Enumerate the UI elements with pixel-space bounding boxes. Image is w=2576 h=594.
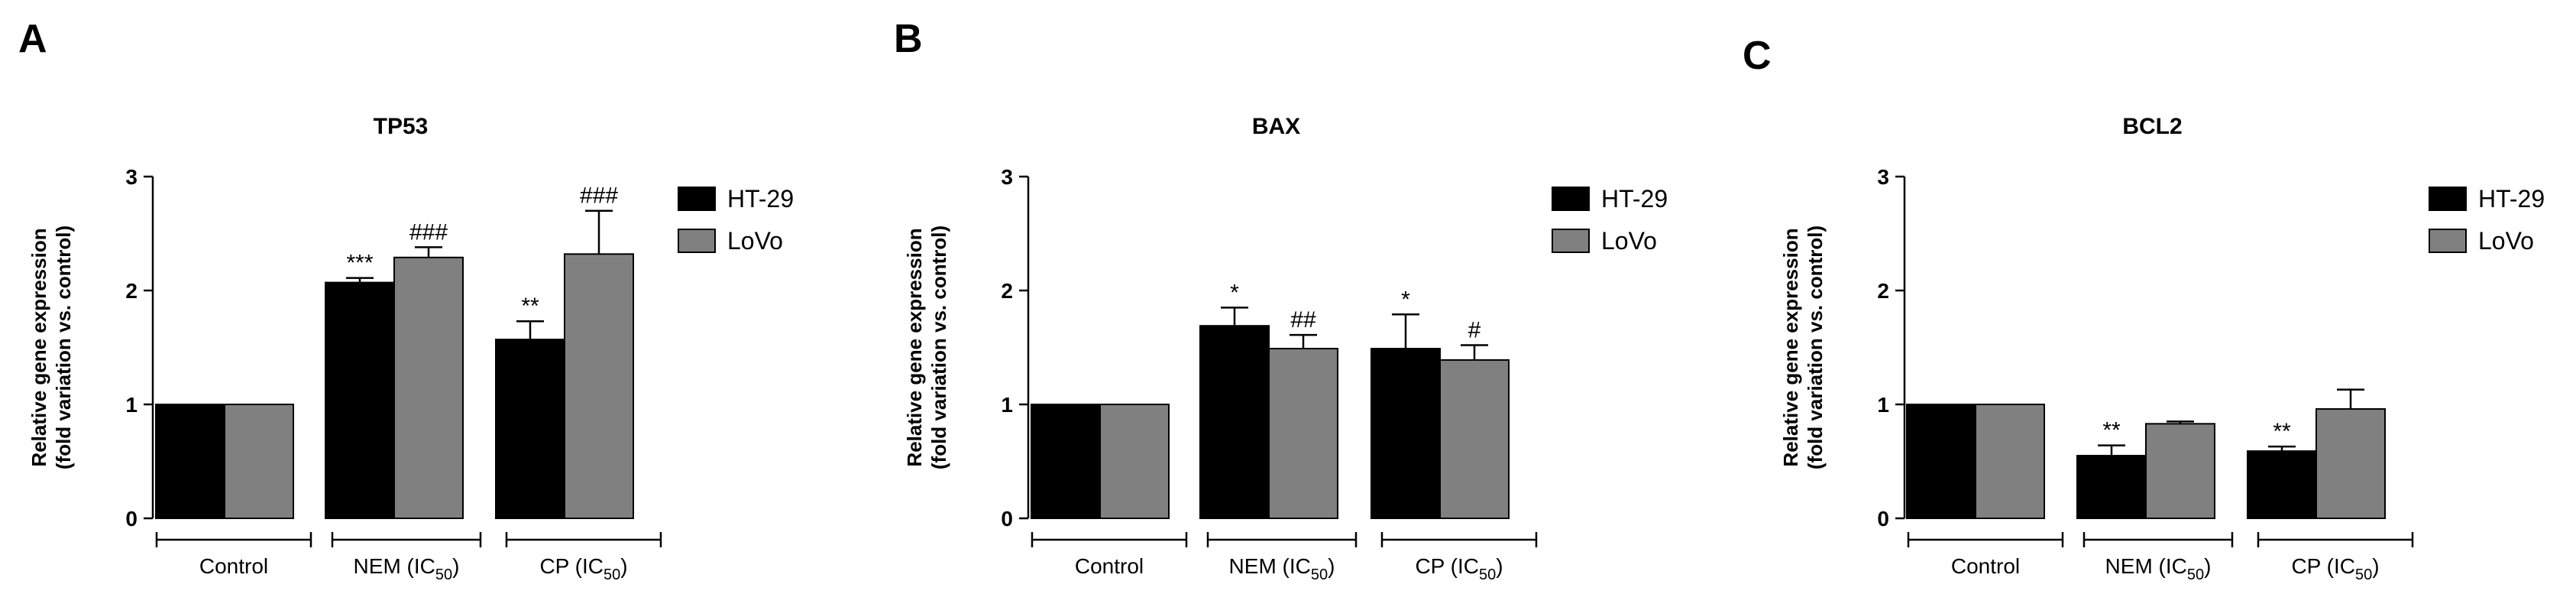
bar-lovo bbox=[2145, 423, 2215, 520]
legend-swatch-lovo bbox=[678, 229, 716, 253]
y-tick-label: 3 bbox=[1877, 165, 1889, 189]
bar-lovo bbox=[1099, 404, 1170, 519]
chart-title: BCL2 bbox=[2122, 114, 2182, 139]
legend-label: LoVo bbox=[2478, 227, 2534, 255]
panel-b: B BAX Relative gene expression (fold variat… bbox=[894, 17, 1668, 583]
bar-ht-29 bbox=[1371, 347, 1441, 519]
category-label-main: NEM (IC bbox=[2105, 554, 2187, 578]
category-label-subscript: 50 bbox=[604, 566, 620, 583]
significance-label: ### bbox=[580, 183, 618, 209]
legend-swatch-lovo bbox=[2429, 229, 2467, 253]
significance-label: ### bbox=[409, 219, 448, 245]
significance-label: ** bbox=[2102, 418, 2121, 443]
category-label: NEM (IC50) bbox=[354, 554, 460, 583]
category-label-close: ) bbox=[1328, 554, 1335, 578]
legend-label: LoVo bbox=[727, 227, 783, 255]
category-label-close: ) bbox=[452, 554, 459, 578]
panel-a: A TP53 Relative gene expression (fold varia… bbox=[18, 17, 794, 583]
category-label-subscript: 50 bbox=[2187, 566, 2204, 583]
category-label-main: CP (IC bbox=[1415, 554, 1479, 578]
category-label: Control bbox=[1075, 554, 1144, 578]
category-label-close: ) bbox=[1496, 554, 1503, 578]
category-label-main: NEM (IC bbox=[354, 554, 435, 578]
y-tick-label: 0 bbox=[1001, 507, 1013, 531]
bar-ht-29 bbox=[155, 404, 225, 519]
y-tick-label: 3 bbox=[1001, 165, 1013, 189]
category-label: CP (IC50) bbox=[539, 554, 627, 583]
significance-label: * bbox=[1401, 287, 1410, 312]
bar-lovo bbox=[1268, 347, 1338, 519]
category-label: NEM (IC50) bbox=[1229, 554, 1335, 583]
y-tick-label: 0 bbox=[125, 507, 138, 531]
y-tick-label: 2 bbox=[1001, 279, 1013, 303]
bar-lovo bbox=[1439, 359, 1510, 520]
bar-ht-29 bbox=[1031, 404, 1101, 519]
panel-label: A bbox=[18, 17, 47, 61]
y-axis-label-line: (fold variation vs. control) bbox=[1804, 226, 1827, 469]
legend-label: HT-29 bbox=[1601, 185, 1668, 213]
category-label-main: NEM (IC bbox=[1229, 554, 1311, 578]
category-label-subscript: 50 bbox=[435, 566, 452, 583]
bar-lovo bbox=[393, 256, 464, 519]
category-label: NEM (IC50) bbox=[2105, 554, 2212, 583]
y-axis-label-line: (fold variation vs. control) bbox=[52, 226, 75, 469]
category-label-subscript: 50 bbox=[2355, 566, 2372, 583]
legend-swatch-ht-29 bbox=[2429, 187, 2467, 211]
bar-lovo bbox=[1975, 404, 2045, 519]
bar-ht-29 bbox=[2247, 450, 2317, 520]
bar-ht-29 bbox=[1199, 325, 1270, 519]
category-label: Control bbox=[1951, 554, 2020, 578]
chart-title: BAX bbox=[1252, 114, 1300, 139]
significance-label: * bbox=[1230, 280, 1239, 305]
category-label-close: ) bbox=[2204, 554, 2211, 578]
category-label-subscript: 50 bbox=[1311, 566, 1328, 583]
y-tick-label: 1 bbox=[1001, 393, 1013, 417]
bar-lovo bbox=[2315, 407, 2386, 520]
y-tick-label: 1 bbox=[1877, 393, 1889, 417]
legend-label: LoVo bbox=[1601, 227, 1657, 255]
legend-swatch-ht-29 bbox=[1552, 187, 1590, 211]
legend-label: HT-29 bbox=[2478, 185, 2545, 213]
y-axis-label-line: Relative gene expression bbox=[903, 228, 926, 466]
y-tick-label: 1 bbox=[125, 393, 138, 417]
legend-label: HT-29 bbox=[727, 185, 794, 213]
significance-label: ** bbox=[2273, 419, 2291, 444]
chart-title: TP53 bbox=[374, 114, 429, 139]
significance-label: ## bbox=[1290, 307, 1316, 333]
category-label-main: Control bbox=[1951, 554, 2020, 578]
y-tick-label: 2 bbox=[125, 279, 138, 303]
category-label-main: Control bbox=[199, 554, 268, 578]
legend-swatch-ht-29 bbox=[678, 187, 716, 211]
panel-label: C bbox=[1743, 34, 1772, 78]
y-axis-label-line: (fold variation vs. control) bbox=[927, 226, 950, 469]
category-label: Control bbox=[199, 554, 268, 578]
bar-lovo bbox=[564, 253, 634, 519]
category-label-main: Control bbox=[1075, 554, 1144, 578]
category-label: CP (IC50) bbox=[1415, 554, 1503, 583]
y-tick-label: 2 bbox=[1877, 279, 1889, 303]
y-axis-label-line: Relative gene expression bbox=[28, 228, 50, 466]
significance-label: *** bbox=[346, 251, 373, 276]
significance-label: ** bbox=[521, 294, 539, 319]
category-label-main: CP (IC bbox=[2291, 554, 2355, 578]
y-tick-label: 0 bbox=[1877, 507, 1889, 531]
bar-ht-29 bbox=[325, 281, 395, 519]
y-axis-label-line: Relative gene expression bbox=[1779, 228, 1802, 466]
y-tick-label: 3 bbox=[125, 165, 138, 189]
category-label-close: ) bbox=[620, 554, 627, 578]
category-label: CP (IC50) bbox=[2291, 554, 2379, 583]
category-label-subscript: 50 bbox=[1479, 566, 1496, 583]
panel-c: C BCL2 Relative gene expression (fold varia… bbox=[1743, 34, 2545, 583]
bar-ht-29 bbox=[2076, 455, 2147, 519]
bar-ht-29 bbox=[1906, 404, 1976, 519]
category-label-main: CP (IC bbox=[539, 554, 604, 578]
bar-ht-29 bbox=[495, 339, 565, 519]
bar-lovo bbox=[224, 404, 294, 519]
panel-label: B bbox=[894, 17, 923, 61]
significance-label: # bbox=[1468, 318, 1481, 343]
legend-swatch-lovo bbox=[1552, 229, 1590, 253]
category-label-close: ) bbox=[2372, 554, 2379, 578]
